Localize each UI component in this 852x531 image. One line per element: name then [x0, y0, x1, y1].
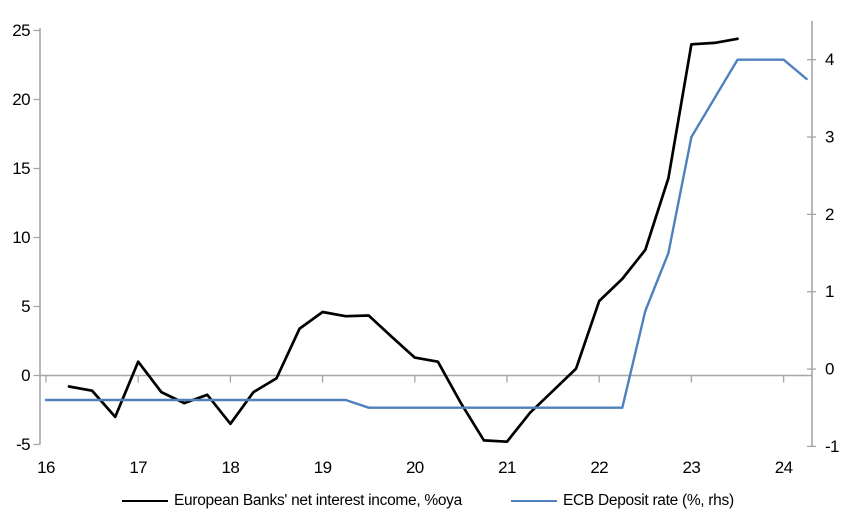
right-axis-tick-label: 4 — [825, 50, 834, 69]
left-axis-tick-label: 20 — [12, 90, 30, 109]
left-axis-tick-label: 5 — [21, 297, 30, 316]
x-axis-tick-label: 23 — [683, 458, 701, 477]
x-axis-tick-label: 24 — [775, 458, 793, 477]
x-axis-tick-label: 18 — [222, 458, 240, 477]
left-axis-tick-label: 10 — [12, 228, 30, 247]
legend-line-swatch-black — [122, 499, 168, 503]
x-axis-tick-label: 17 — [129, 458, 147, 477]
series-line-ecb-deposit-rate — [44, 58, 808, 409]
x-axis-tick-label: 22 — [590, 458, 608, 477]
legend-item-ecb-deposit-rate: ECB Deposit rate (%, rhs) — [511, 492, 734, 510]
left-axis-tick-label: 25 — [12, 21, 30, 40]
legend-label-ecb-deposit-rate: ECB Deposit rate (%, rhs) — [563, 492, 734, 509]
legend-item-net-interest-income: European Banks' net interest income, %oy… — [122, 492, 462, 510]
right-axis-tick-label: 0 — [825, 360, 834, 379]
right-axis-tick-label: 2 — [825, 205, 834, 224]
x-axis-tick-label: 19 — [314, 458, 332, 477]
left-axis-tick-label: 0 — [21, 366, 30, 385]
legend-line-swatch-blue — [511, 499, 557, 503]
right-axis-tick-label: 1 — [825, 282, 834, 301]
right-axis-tick-label: -1 — [825, 437, 839, 456]
x-axis-tick-label: 16 — [37, 458, 55, 477]
x-axis-tick-label: 20 — [406, 458, 424, 477]
x-axis-tick-label: 21 — [498, 458, 516, 477]
right-axis-tick-label: 3 — [825, 128, 834, 147]
legend-label-net-interest-income: European Banks' net interest income, %oy… — [174, 492, 462, 509]
left-axis-tick-label: -5 — [16, 435, 30, 454]
left-axis-tick-label: 15 — [12, 159, 30, 178]
series-line-net-interest-income — [67, 37, 739, 444]
